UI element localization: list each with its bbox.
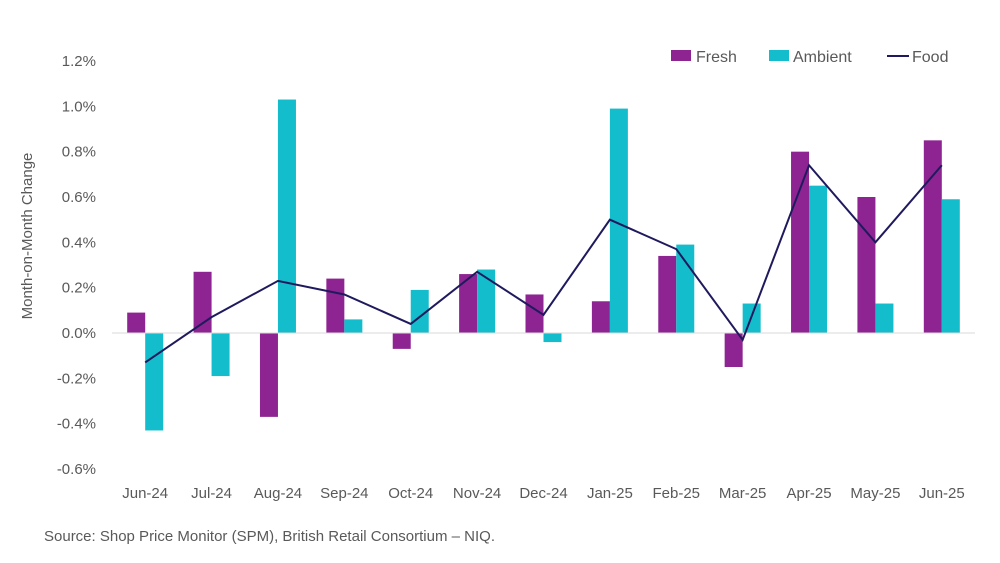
fresh-bar-jul-24 <box>193 271 212 333</box>
fresh-bar-aug-24 <box>259 333 278 417</box>
legend-swatch <box>671 50 691 61</box>
x-tick-label: Jun-24 <box>122 485 168 502</box>
x-tick-label: Sep-24 <box>320 485 368 502</box>
x-axis-ticks: Jun-24 Jul-24 Aug-24 Sep-24 Oct-24 Nov-24 Dec-… <box>122 485 964 502</box>
x-tick-label: May-25 <box>850 485 900 502</box>
legend-item-fresh: Fresh <box>671 49 737 66</box>
y-tick-label: 0.6% <box>62 189 96 206</box>
fresh-bar-may-25 <box>857 197 876 333</box>
ambient-bar-may-25 <box>875 303 894 333</box>
x-tick-label: Jul-24 <box>191 485 232 502</box>
x-tick-label: Mar-25 <box>719 485 767 502</box>
legend-label: Food <box>912 49 948 66</box>
legend: Fresh Ambient Food <box>671 49 948 66</box>
bars <box>127 99 960 431</box>
ambient-bar-feb-25 <box>676 244 695 333</box>
x-tick-label: Dec-24 <box>519 485 567 502</box>
legend-label: Ambient <box>793 49 852 66</box>
y-tick-label: -0.4% <box>57 416 96 433</box>
x-tick-label: Jun-25 <box>919 485 965 502</box>
ambient-bar-aug-24 <box>277 99 296 334</box>
y-tick-label: 1.0% <box>62 98 96 115</box>
y-tick-label: 0.2% <box>62 280 96 297</box>
ambient-bar-jun-24 <box>145 333 164 431</box>
legend-item-ambient: Ambient <box>769 49 852 66</box>
fresh-bar-apr-25 <box>791 151 810 333</box>
x-tick-label: Apr-25 <box>787 485 832 502</box>
fresh-bar-jan-25 <box>591 301 610 333</box>
x-tick-label: Feb-25 <box>653 485 701 502</box>
x-tick-label: Aug-24 <box>254 485 302 502</box>
y-axis-ticks: -0.6% -0.4% -0.2% 0.0% 0.2% 0.4% 0.6% 0.8% 1.0% 1… <box>57 53 96 478</box>
x-tick-label: Oct-24 <box>388 485 433 502</box>
y-tick-label: 0.0% <box>62 325 96 342</box>
fresh-bar-nov-24 <box>459 274 478 333</box>
y-tick-label: 1.2% <box>62 53 96 70</box>
y-tick-label: 0.8% <box>62 144 96 161</box>
y-tick-label: -0.2% <box>57 370 96 387</box>
y-tick-label: 0.4% <box>62 234 96 251</box>
legend-swatch <box>769 50 789 61</box>
ambient-bar-jul-24 <box>211 333 230 377</box>
fresh-bar-jun-25 <box>923 140 942 333</box>
fresh-bar-mar-25 <box>724 333 743 367</box>
x-tick-label: Jan-25 <box>587 485 633 502</box>
food-line-series <box>144 163 943 364</box>
ambient-bar-jun-25 <box>941 199 960 333</box>
ambient-bar-nov-24 <box>477 269 496 333</box>
ambient-bar-jan-25 <box>609 108 628 333</box>
fresh-bar-dec-24 <box>525 294 544 333</box>
y-tick-label: -0.6% <box>57 461 96 478</box>
source-note: Source: Shop Price Monitor (SPM), Britis… <box>44 528 495 545</box>
x-tick-label: Nov-24 <box>453 485 501 502</box>
fresh-bar-oct-24 <box>392 333 411 349</box>
fresh-bar-jun-24 <box>127 312 146 333</box>
legend-item-food: Food <box>887 49 948 66</box>
y-axis-title: Month-on-Month Change <box>19 153 36 320</box>
fresh-bar-sep-24 <box>326 278 345 333</box>
ambient-bar-dec-24 <box>543 333 562 343</box>
ambient-bar-sep-24 <box>344 319 363 333</box>
legend-label: Fresh <box>696 49 737 66</box>
ambient-bar-oct-24 <box>410 289 429 333</box>
fresh-bar-feb-25 <box>658 255 677 333</box>
ambient-bar-apr-25 <box>809 185 828 333</box>
